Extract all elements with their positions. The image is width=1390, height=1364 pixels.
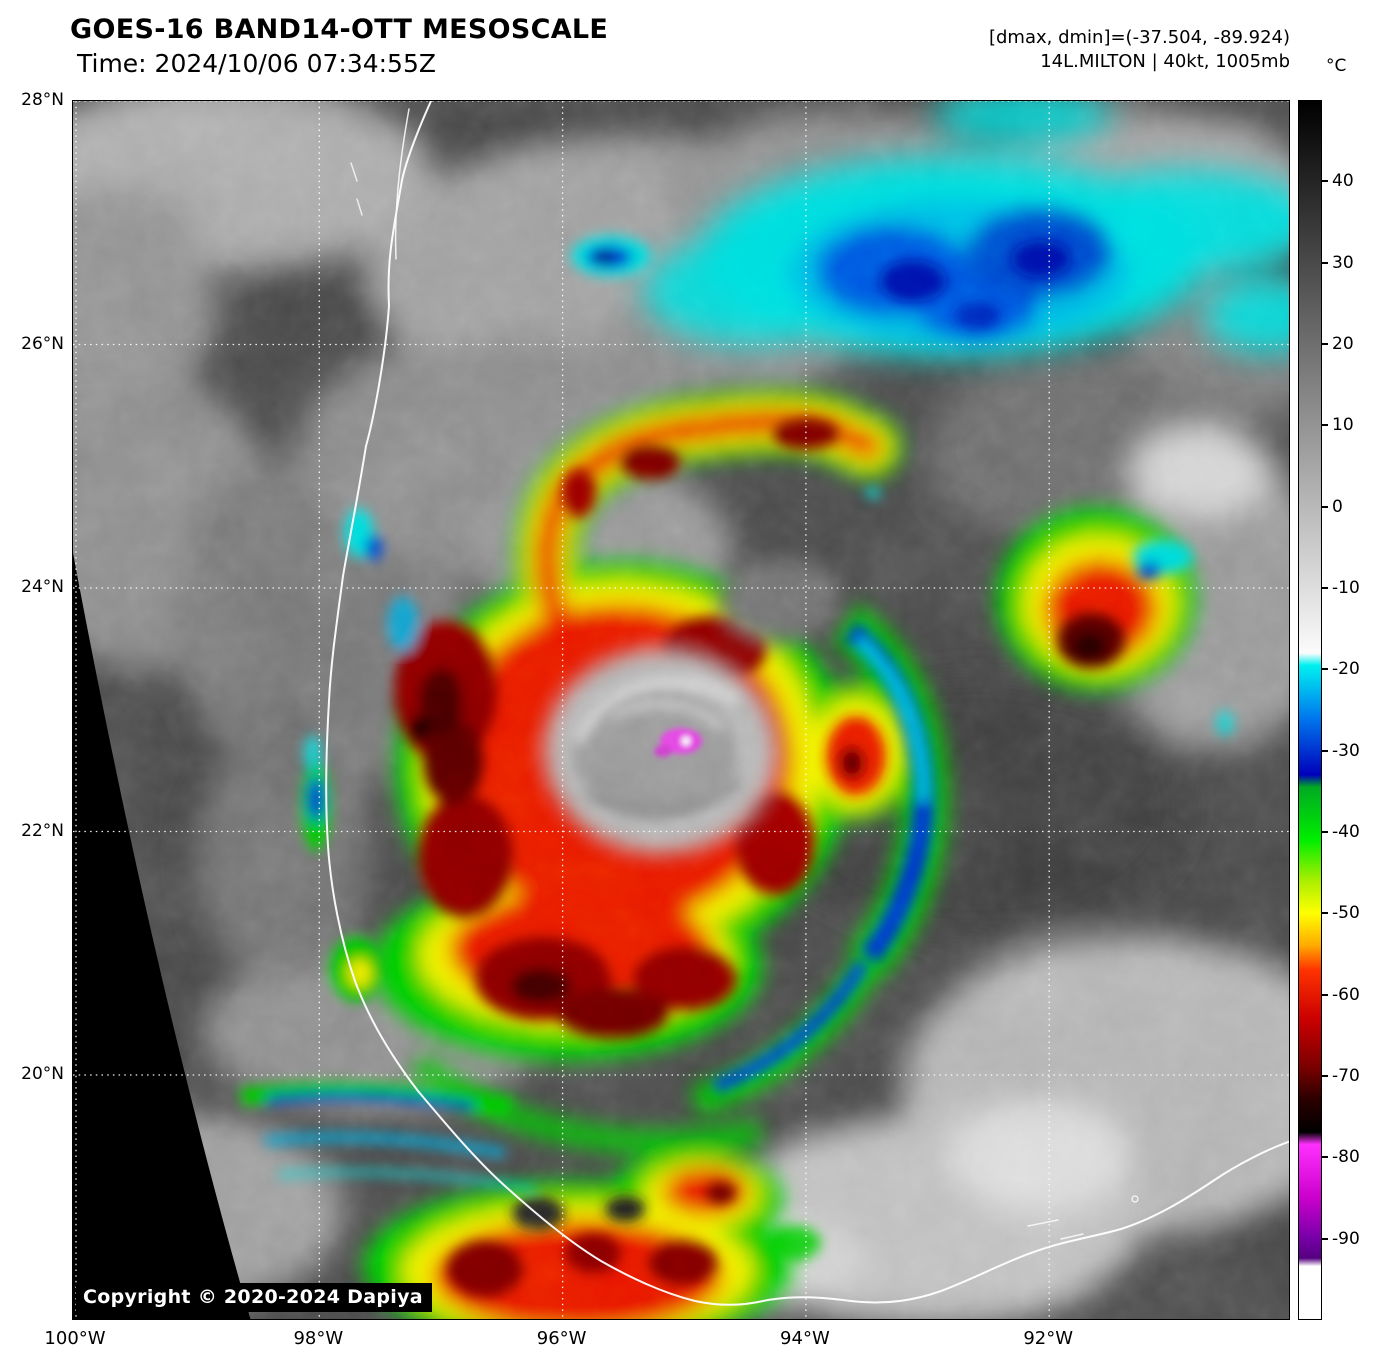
colorbar-tick-label: 20 bbox=[1332, 334, 1354, 354]
colorbar-tick-mark bbox=[1322, 505, 1328, 508]
colorbar-tick-label: -90 bbox=[1332, 1228, 1360, 1249]
latitude-tick-label: 28°N bbox=[21, 90, 64, 110]
latitude-tick-label: 20°N bbox=[21, 1064, 64, 1084]
colorbar-tick-mark bbox=[1322, 912, 1328, 915]
colorbar-tick-mark bbox=[1322, 424, 1328, 427]
colorbar-unit-label: °C bbox=[1326, 56, 1347, 76]
longitude-tick-label: 94°W bbox=[780, 1328, 830, 1349]
colorbar-tick-mark bbox=[1322, 668, 1328, 671]
latitude-tick-label: 24°N bbox=[21, 577, 64, 597]
dmax-dmin-readout: [dmax, dmin]=(-37.504, -89.924) bbox=[988, 27, 1290, 48]
copyright-label: Copyright © 2020-2024 Dapiya bbox=[76, 1283, 432, 1312]
colorbar-tick-label: 30 bbox=[1332, 252, 1354, 273]
product-title: GOES-16 BAND14-OTT MESOSCALE bbox=[70, 14, 609, 45]
satellite-imagery bbox=[73, 101, 1289, 1319]
longitude-tick-label: 92°W bbox=[1023, 1328, 1074, 1349]
storm-info: 14L.MILTON | 40kt, 1005mb bbox=[1040, 51, 1290, 72]
colorbar-tick-label: 40 bbox=[1332, 171, 1354, 192]
colorbar-tick-mark bbox=[1322, 587, 1328, 589]
colorbar-tick-mark bbox=[1322, 343, 1328, 345]
longitude-tick-label: 96°W bbox=[536, 1328, 587, 1349]
map-plot: Copyright © 2020-2024 Dapiya bbox=[72, 100, 1290, 1320]
colorbar-tick-mark bbox=[1322, 1156, 1328, 1159]
no-data-wedge bbox=[73, 553, 251, 1319]
colorbar-tick-mark bbox=[1322, 993, 1328, 996]
header-annotations: [dmax, dmin]=(-37.504, -89.924) 14L.MILT… bbox=[989, 26, 1290, 74]
colorbar-tick-label: 10 bbox=[1332, 415, 1354, 436]
longitude-tick-label: 98°W bbox=[293, 1328, 344, 1349]
colorbar-tick-mark bbox=[1322, 1237, 1328, 1240]
colorbar-tick-label: -80 bbox=[1332, 1147, 1360, 1168]
colorbar-tick-label: -70 bbox=[1332, 1066, 1360, 1086]
colorbar-tick-mark bbox=[1322, 831, 1328, 833]
colorbar bbox=[1298, 100, 1322, 1320]
coastline-path bbox=[325, 101, 1289, 1306]
grid-lines bbox=[73, 101, 1289, 1319]
latitude-tick-label: 26°N bbox=[21, 333, 64, 354]
colorbar-tick-label: -50 bbox=[1332, 903, 1360, 924]
colorbar-tick-label: -20 bbox=[1332, 659, 1360, 680]
colorbar-tick-mark bbox=[1322, 180, 1328, 183]
colorbar-tick-label: -10 bbox=[1332, 578, 1360, 598]
colorbar-tick-label: 0 bbox=[1332, 496, 1343, 517]
colorbar-tick-mark bbox=[1322, 261, 1328, 264]
latitude-tick-label: 22°N bbox=[21, 820, 64, 841]
colorbar-tick-label: -60 bbox=[1332, 984, 1360, 1005]
colorbar-tick-label: -30 bbox=[1332, 740, 1360, 761]
timestamp: Time: 2024/10/06 07:34:55Z bbox=[77, 49, 436, 78]
longitude-tick-label: 100°W bbox=[44, 1328, 106, 1349]
cloud-texture-fine bbox=[73, 101, 1289, 1319]
colorbar-tick-label: -40 bbox=[1332, 822, 1360, 842]
colorbar-tick-mark bbox=[1322, 749, 1328, 752]
colorbar-tick-mark bbox=[1322, 1075, 1328, 1077]
